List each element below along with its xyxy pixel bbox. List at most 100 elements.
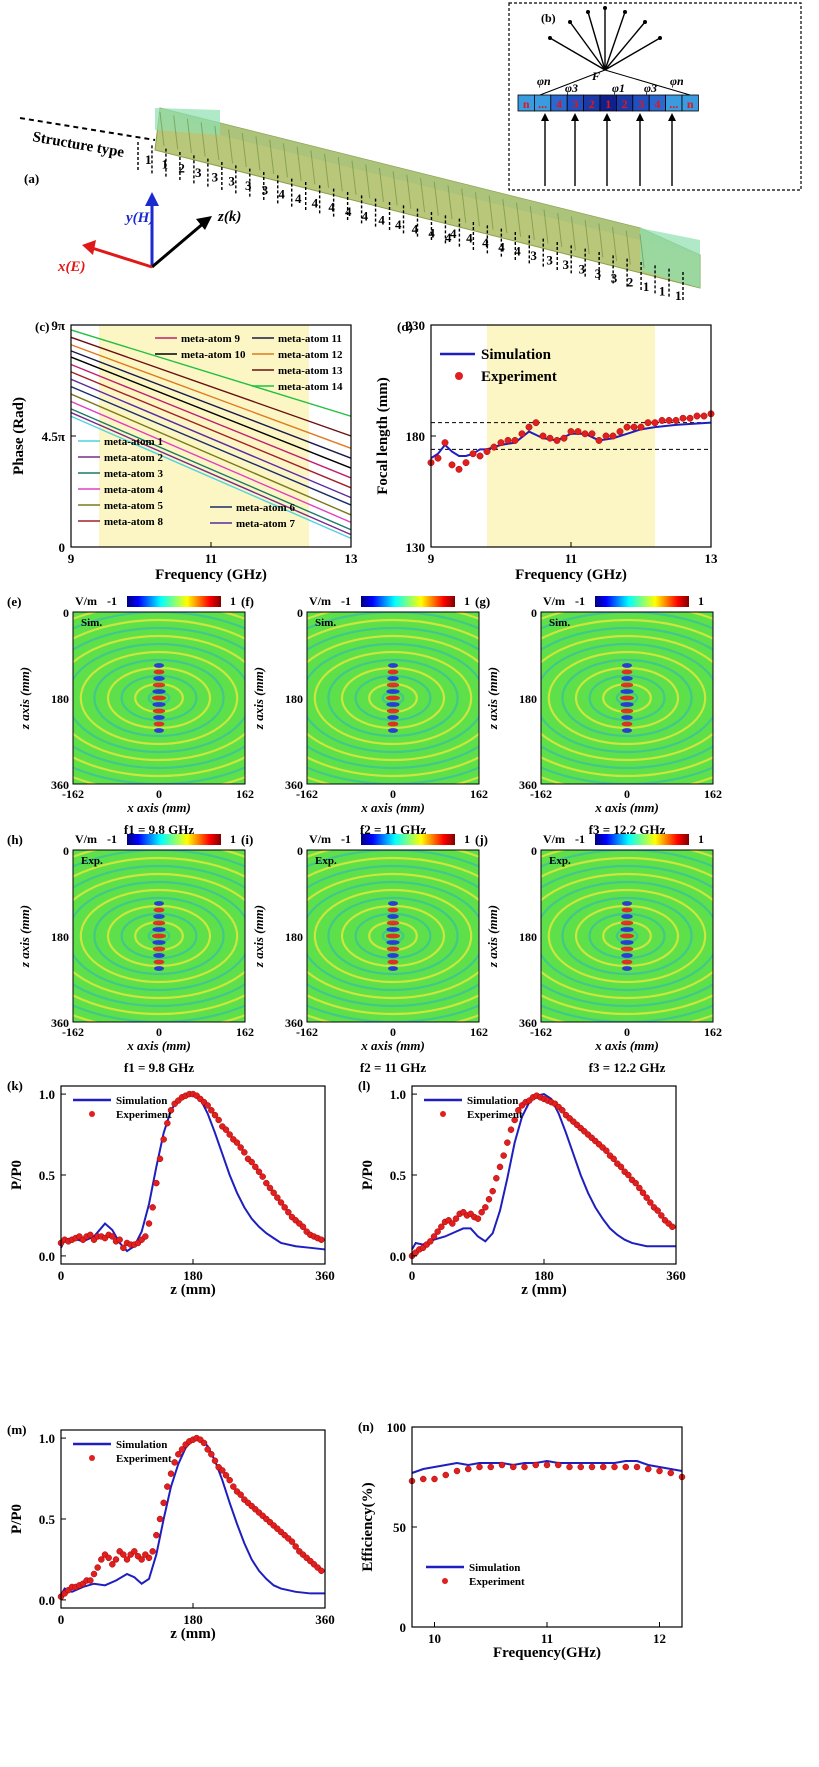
sequence-number: 4: [328, 200, 335, 215]
sequence-number: 4: [450, 226, 457, 241]
y-axis-label: Phase (Rad): [11, 397, 27, 475]
data-point: [610, 1155, 617, 1163]
plot-frame: [411, 1426, 683, 1628]
data-point: [588, 430, 596, 438]
converging-ray: [539, 69, 606, 96]
data-point: [700, 412, 708, 420]
data-point: [611, 1463, 618, 1471]
y-axis-label: z axis (mm): [17, 905, 32, 968]
sequence-number: 3: [212, 169, 219, 184]
data-point: [105, 1554, 112, 1562]
wavefront-ring: [120, 912, 198, 960]
focal-fringe: [387, 676, 399, 681]
map-frame: [72, 849, 246, 1023]
ray-tip: [586, 10, 590, 14]
unit-cell-label: n: [523, 97, 530, 111]
slab-stripe: [392, 171, 398, 206]
data-point: [156, 1155, 164, 1163]
data-point: [131, 1548, 138, 1555]
x-axis-label: Frequency(GHz): [493, 1645, 601, 1661]
structure-type-label: Structure type: [31, 129, 125, 161]
focused-ray: [604, 11, 626, 71]
slab-stripe: [296, 146, 302, 181]
field-map: V/m -1 1 Exp. -162 0 162 0 180 360 x axis (mm) z ax…: [7, 832, 254, 1075]
colorbar-min: -1: [107, 594, 117, 608]
slab-stripe: [214, 125, 220, 161]
data-point: [521, 1463, 528, 1471]
sequence-number: 4: [466, 230, 473, 245]
data-point: [438, 1223, 445, 1231]
data-point: [504, 1139, 511, 1146]
data-point: [434, 1228, 441, 1235]
focal-fringe: [620, 682, 634, 688]
series-line: [70, 386, 352, 506]
data-point: [617, 1163, 625, 1171]
y-tick-label: 1.0: [39, 1087, 55, 1102]
data-point: [603, 1147, 610, 1154]
frequency-caption: f1 = 9.8 GHz: [124, 1060, 194, 1075]
y-tick-label: 0: [297, 606, 303, 620]
data-point: [259, 1173, 266, 1180]
focal-fringe: [153, 669, 165, 675]
x-tick-label: 0: [409, 1268, 416, 1283]
converging-ray: [604, 69, 691, 96]
wavefront-ring: [313, 888, 473, 984]
series-line: [70, 350, 352, 459]
data-point: [171, 1459, 178, 1466]
x-tick-label: 0: [156, 1025, 162, 1039]
data-point: [487, 1463, 494, 1471]
legend-label: meta-atom 12: [278, 349, 343, 361]
data-point: [120, 1244, 127, 1252]
data-point: [636, 1184, 643, 1192]
z-arrow-head: [196, 216, 212, 230]
y-tick-label: 0.5: [39, 1512, 56, 1527]
series-line: [70, 400, 352, 523]
slab-stripe: [570, 216, 576, 251]
y-arrow-head: [145, 192, 159, 206]
y-axis-label: Focal length (mm): [375, 377, 391, 494]
focal-fringe: [386, 946, 400, 952]
series-line: [70, 378, 352, 499]
wavefront-ring: [307, 634, 479, 762]
data-point: [546, 434, 554, 442]
data-point: [427, 1238, 434, 1245]
data-point: [211, 1457, 219, 1464]
y-tick-label: 100: [387, 1420, 407, 1435]
focal-fringe: [154, 663, 164, 668]
wavefront-ring: [73, 618, 245, 778]
data-point: [566, 1463, 573, 1471]
series-line: [70, 344, 352, 449]
unit-cell-row: n... 4 3 2 1 2 3 4... n: [517, 94, 699, 112]
wavefront-ring: [73, 626, 245, 770]
wavefront-ring: [547, 650, 707, 746]
colorbar-unit: V/m: [543, 594, 565, 608]
x-tick-label: 12: [653, 1631, 666, 1646]
y-tick-label: 50: [393, 1520, 406, 1535]
data-point: [489, 1187, 496, 1195]
sequence-number: 3: [611, 270, 618, 285]
data-point: [560, 434, 568, 442]
data-point: [449, 1220, 456, 1227]
data-point: [639, 1189, 647, 1197]
focal-fringe: [621, 907, 633, 913]
focusing-rays: [539, 6, 691, 96]
legend-swatch: [89, 1455, 95, 1461]
slab-stripe: [228, 129, 234, 164]
data-point: [647, 1199, 654, 1206]
slab-stripe: [337, 157, 343, 192]
focal-fringe: [386, 920, 400, 926]
focal-fringe: [152, 927, 166, 932]
data-point: [507, 1126, 515, 1133]
focal-fringe: [621, 914, 633, 919]
data-point: [651, 419, 659, 427]
colorbar-min: -1: [341, 594, 351, 608]
x-tick-label: 162: [236, 1025, 254, 1039]
phi-3-right: φ3: [644, 81, 657, 95]
x-axis-label: z (mm): [170, 1626, 215, 1642]
data-point: [430, 1233, 438, 1240]
incident-arrow-head: [636, 113, 644, 121]
wavefront-ring: [73, 642, 245, 754]
x-tick-label: 162: [704, 787, 722, 801]
data-point: [153, 1179, 160, 1187]
